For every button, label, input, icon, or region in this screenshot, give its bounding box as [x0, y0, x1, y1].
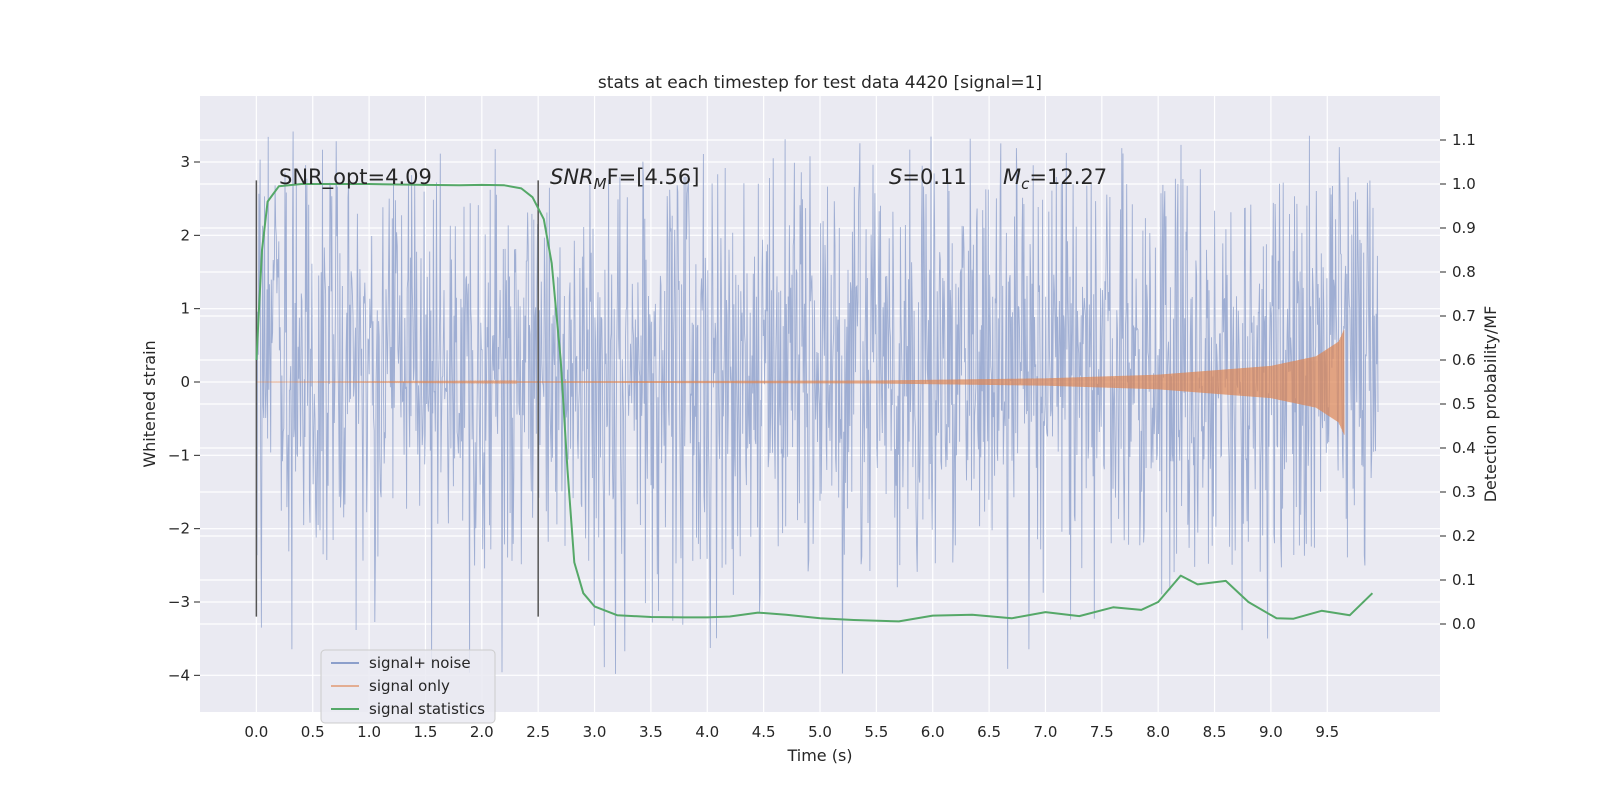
x-tick-label: 2.0 — [470, 723, 494, 741]
y-axis-label-left: Whitened strain — [140, 340, 159, 467]
x-tick-label: 0.0 — [244, 723, 268, 741]
y-tick-label-right: 0.8 — [1452, 263, 1476, 281]
series-signal-only — [256, 329, 1345, 435]
annotation-s-var: S — [889, 165, 902, 189]
chart-title: stats at each timestep for test data 442… — [598, 73, 1042, 93]
annotation-mc-sub: c — [1021, 175, 1030, 193]
annotation-snr-opt: SNR_opt=4.09 — [279, 165, 432, 190]
noise-series-layer — [255, 131, 1379, 674]
x-tick-label: 1.5 — [414, 723, 438, 741]
x-tick-label: 3.5 — [639, 723, 663, 741]
x-tick-label: 5.0 — [808, 723, 832, 741]
grid-layer — [200, 96, 1440, 712]
y-tick-label-right: 0.4 — [1452, 439, 1476, 457]
legend-box — [320, 649, 496, 724]
x-axis-label: Time (s) — [786, 746, 852, 765]
x-tick-label: 6.5 — [977, 723, 1001, 741]
x-tick-label: 3.0 — [583, 723, 607, 741]
y-axis-label-right: Detection probability/MF — [1481, 306, 1500, 503]
y-tick-label-left: 0 — [180, 373, 190, 391]
statistics-series-layer — [255, 183, 1374, 623]
y-tick-label-right: 0.1 — [1452, 571, 1476, 589]
x-tick-label: 0.5 — [301, 723, 325, 741]
y-tick-label-right: 1.1 — [1452, 131, 1476, 149]
y-tick-label-left: −2 — [168, 520, 190, 538]
annotation-mc-var: M — [1003, 165, 1021, 189]
x-tick-label: 5.5 — [864, 723, 888, 741]
series-signal-statistics — [255, 183, 1374, 623]
x-tick-label: 9.0 — [1259, 723, 1283, 741]
x-tick-label: 8.0 — [1146, 723, 1170, 741]
signal-only-series-layer — [256, 329, 1345, 435]
x-tick-label: 6.0 — [921, 723, 945, 741]
x-tick-label: 9.5 — [1315, 723, 1339, 741]
annotation-mc-rest: =12.27 — [1029, 165, 1107, 189]
x-tick-label: 8.5 — [1203, 723, 1227, 741]
annotation-s-rest: =0.11 — [902, 165, 966, 189]
annotation-mc: Mc=12.27 — [1003, 165, 1107, 193]
y-tick-label-left: −1 — [168, 446, 190, 464]
x-tick-label: 7.5 — [1090, 723, 1114, 741]
annotation-snr-mf-rest: F=[4.56] — [607, 165, 700, 189]
y-tick-label-right: 0.5 — [1452, 395, 1476, 413]
y-tick-label-right: 0.6 — [1452, 351, 1476, 369]
y-tick-label-left: 3 — [180, 153, 190, 171]
y-tick-label-left: −4 — [168, 666, 190, 684]
legend-label-signal-only: signal only — [369, 677, 450, 695]
tick-layer: 0.0 0.5 1.0 1.5 2.0 2.5 3.0 3.5 4.0 4.5 5.0 5.5 6.0 6… — [168, 131, 1476, 741]
x-tick-label: 7.0 — [1034, 723, 1058, 741]
series-signal-noise — [255, 131, 1379, 674]
marker-layer — [255, 180, 539, 617]
y-tick-label-right: 0.2 — [1452, 527, 1476, 545]
legend-label-signal-noise: signal+ noise — [369, 654, 471, 672]
y-tick-label-left: 2 — [180, 226, 190, 244]
x-tick-label: 4.0 — [695, 723, 719, 741]
y-tick-label-right: 0.0 — [1452, 615, 1476, 633]
y-tick-label-right: 0.9 — [1452, 219, 1476, 237]
annotation-snr-mf-sub: M — [594, 175, 607, 193]
legend: signal+ noise signal only signal statist… — [320, 649, 496, 724]
x-tick-label: 4.5 — [752, 723, 776, 741]
legend-label-signal-statistics: signal statistics — [369, 700, 485, 718]
y-tick-label-right: 0.3 — [1452, 483, 1476, 501]
x-tick-label: 2.5 — [526, 723, 550, 741]
annotation-s: S=0.11 — [889, 165, 967, 189]
y-tick-label-left: 1 — [180, 300, 190, 318]
y-tick-label-left: −3 — [168, 593, 190, 611]
annotation-snr-mf-base: SNR — [550, 165, 594, 189]
y-tick-label-right: 0.7 — [1452, 307, 1476, 325]
y-tick-label-right: 1.0 — [1452, 175, 1476, 193]
annotation-snr-mf: SNRMF=[4.56] — [550, 165, 699, 193]
x-tick-label: 1.0 — [357, 723, 381, 741]
